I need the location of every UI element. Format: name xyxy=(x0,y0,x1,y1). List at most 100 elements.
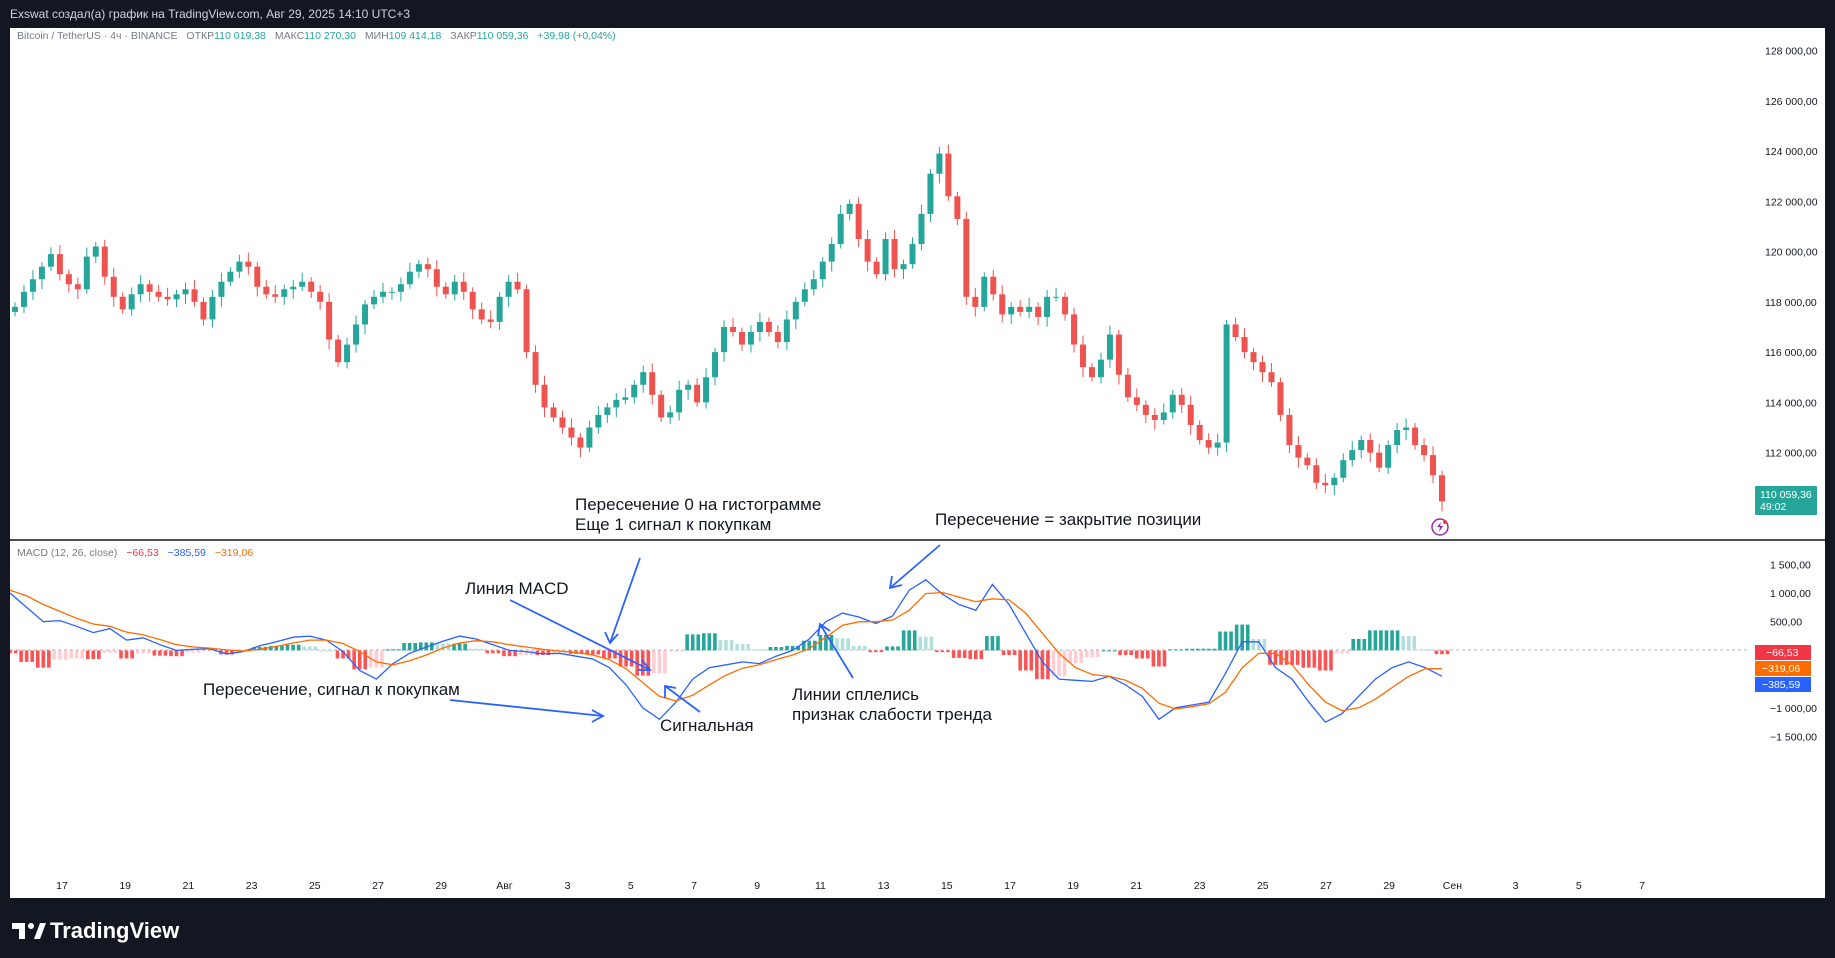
histogram-bar xyxy=(1057,650,1061,677)
candle-body xyxy=(649,372,656,395)
histogram-bar xyxy=(596,650,601,655)
chart-svg[interactable]: 128 000,00 126 000,00 124 000,00 122 000,00… xyxy=(2,28,1825,898)
candle-body xyxy=(1115,334,1122,375)
histogram-bar xyxy=(341,650,345,659)
candle-body xyxy=(721,326,728,353)
histogram-bar xyxy=(552,650,556,653)
candle-body xyxy=(864,239,871,262)
time-tick-label: 19 xyxy=(1067,880,1079,892)
histogram-bar xyxy=(846,638,850,651)
histogram-bar xyxy=(1434,650,1439,655)
candle-body xyxy=(523,289,530,353)
histogram-bar xyxy=(1257,638,1261,651)
candle-body xyxy=(496,296,503,322)
histogram-bar xyxy=(402,642,406,651)
histogram-bar xyxy=(1007,650,1011,656)
histogram-bar xyxy=(607,650,612,659)
candle-body xyxy=(1044,296,1051,317)
candle-body xyxy=(38,266,45,280)
macd-tick-label: −1 500,00 xyxy=(1770,732,1817,744)
histogram-bar xyxy=(1029,650,1034,671)
histogram-bar xyxy=(685,634,689,651)
candle-body xyxy=(83,256,90,290)
histogram-bar xyxy=(280,645,284,651)
histogram-bar xyxy=(618,650,623,667)
histogram-bar xyxy=(413,642,417,651)
candle-body xyxy=(1376,452,1383,468)
histogram-bar xyxy=(1401,636,1405,651)
candle-body xyxy=(406,271,413,285)
histogram-bar xyxy=(763,649,767,651)
candle-body xyxy=(631,384,638,398)
lightning-icon[interactable] xyxy=(1431,518,1449,536)
last-price-badge: 110 059,36 49:02 xyxy=(1755,486,1817,515)
histogram-bar xyxy=(779,646,784,651)
histogram-bar xyxy=(901,630,906,651)
histogram-bar xyxy=(957,650,961,658)
price-axis-labels: 128 000,00 126 000,00 124 000,00 122 000,00… xyxy=(1765,46,1818,460)
candle-body xyxy=(1358,440,1365,451)
arrow-macd-line xyxy=(509,599,652,671)
candle-body xyxy=(1331,477,1338,486)
histogram-bar xyxy=(119,650,123,659)
candle-body xyxy=(694,384,701,403)
annotation-weak-trend-1: Линии сплелись xyxy=(792,685,919,704)
candle-body xyxy=(783,319,790,343)
histogram-bar xyxy=(1412,636,1417,651)
time-tick-label: 27 xyxy=(1320,880,1332,892)
candle-body xyxy=(622,397,629,400)
candle-body xyxy=(1187,404,1194,425)
candle-body xyxy=(1062,296,1069,315)
candle-body xyxy=(254,266,261,287)
candle-body xyxy=(918,213,925,245)
histogram-bar xyxy=(1123,650,1128,656)
histogram-bar xyxy=(1356,638,1361,651)
histogram-bar xyxy=(452,643,456,651)
tradingview-logo[interactable]: TradingView xyxy=(12,918,179,944)
histogram-bar xyxy=(191,650,195,653)
histogram-bar xyxy=(979,650,984,660)
histogram-bar xyxy=(518,650,523,656)
histogram-bar xyxy=(1290,650,1294,665)
time-tick-label: Авг xyxy=(496,880,513,892)
histogram-bar xyxy=(1179,649,1183,651)
candle-body xyxy=(1151,414,1158,420)
histogram-bar xyxy=(1340,650,1344,654)
candle-body xyxy=(451,281,458,295)
candle-body xyxy=(442,286,449,295)
histogram-bar xyxy=(1118,650,1122,656)
price-tick-label: 120 000,00 xyxy=(1765,247,1818,259)
candle-body xyxy=(487,319,494,322)
histogram-bar xyxy=(474,648,479,651)
histogram-bar xyxy=(874,650,878,653)
macd-legend-name: MACD (12, 26, close) xyxy=(17,547,117,559)
macd-tick-label: 500,00 xyxy=(1770,617,1802,629)
candle-body xyxy=(828,244,835,262)
candle-body xyxy=(20,291,27,307)
histogram-bar xyxy=(491,650,495,654)
candle-body xyxy=(1250,352,1257,363)
candle-body xyxy=(128,294,135,310)
candle-body xyxy=(541,384,548,408)
candle-body xyxy=(1035,306,1042,317)
price-tick-label: 118 000,00 xyxy=(1765,297,1817,309)
candle-body xyxy=(1268,372,1275,383)
histogram-bar xyxy=(307,646,312,651)
histogram-bar xyxy=(840,638,845,651)
candle-body xyxy=(972,296,979,307)
histogram-bar xyxy=(1373,630,1378,651)
histogram-bar xyxy=(146,650,151,654)
candle-body xyxy=(200,301,207,320)
time-tick-label: 5 xyxy=(1576,880,1582,892)
histogram-bar xyxy=(1295,650,1300,665)
histogram-bar xyxy=(391,649,395,651)
candle-body xyxy=(12,306,18,312)
candle-body xyxy=(1196,424,1203,441)
time-tick-label: 17 xyxy=(56,880,68,892)
histogram-bar xyxy=(668,650,673,652)
candle-body xyxy=(245,261,252,267)
candle-body xyxy=(281,289,288,297)
candle-body xyxy=(945,153,952,197)
time-tick-label: 7 xyxy=(691,880,697,892)
candle-body xyxy=(1088,367,1095,378)
